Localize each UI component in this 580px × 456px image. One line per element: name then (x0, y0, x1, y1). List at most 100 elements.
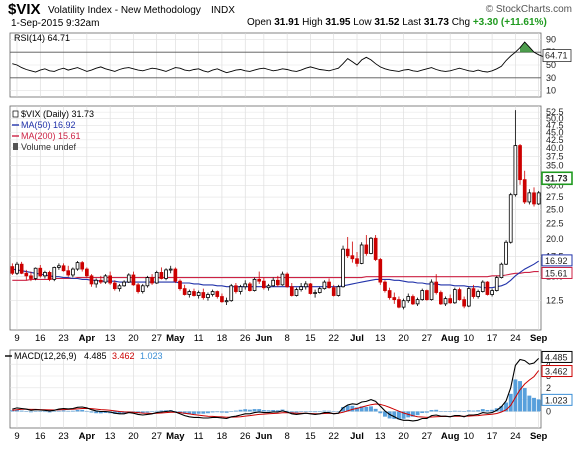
candle-body-87 (415, 299, 420, 305)
macd-histogram-bar-88 (420, 411, 425, 413)
macd-histogram-bar-103 (490, 409, 495, 412)
candle-body-38 (187, 291, 192, 295)
candle-body-67 (322, 281, 327, 290)
macd-histogram-bar-14 (75, 409, 80, 412)
macd-histogram-bar-15 (80, 409, 85, 412)
macd-x-label-4: 13 (105, 431, 116, 442)
price-tick-label-9: 35.0 (546, 160, 564, 170)
macd-histogram-bar-31 (154, 410, 159, 412)
candle-body-10 (57, 265, 61, 268)
last-label: Last (402, 17, 422, 28)
candle-body-56 (271, 279, 276, 287)
price-tick-label-14: 47.5 (546, 120, 564, 130)
low-label: Low (353, 17, 372, 28)
price-tick-label-12: 42.5 (546, 135, 564, 145)
rsi-overbought-fill-0 (520, 42, 534, 53)
high-label: High (302, 17, 323, 28)
macd-histogram-bar-83 (396, 411, 401, 420)
candle-body-105 (499, 263, 504, 279)
macd-x-label-21: 17 (487, 431, 498, 442)
candle-body-99 (471, 288, 476, 297)
candle-body-79 (378, 259, 383, 283)
candle-body-29 (145, 277, 150, 287)
macd-line (12, 358, 540, 422)
candle-body-26 (131, 274, 136, 286)
macd-histogram-bar-87 (415, 411, 420, 416)
price-last-box (541, 171, 573, 186)
macd-histogram-bar-30 (150, 411, 155, 412)
macd-x-label-9: 18 (217, 431, 228, 442)
price-x-label-15: Jul (350, 333, 364, 344)
macd-histogram-bar-74 (355, 407, 359, 412)
macd-x-label-1: 16 (35, 431, 46, 442)
price-x-label-4: 13 (105, 333, 116, 344)
price-x-label-20: 10 (464, 333, 475, 344)
macd-x-label-17: 20 (398, 431, 409, 442)
macd-x-label-10: 26 (240, 431, 251, 442)
candle-body-84 (401, 300, 406, 308)
macd-last-value: 4.485 (545, 352, 568, 362)
candle-body-44 (215, 291, 220, 297)
macd-histogram-bar-20 (103, 411, 108, 413)
candle-body-69 (331, 287, 336, 296)
candle-body-41 (201, 292, 206, 298)
price-x-label-7: May (166, 333, 185, 344)
price-tick-label-7: 30.0 (546, 181, 564, 191)
macd-last-box (541, 350, 573, 363)
signal-last-value: 3.462 (545, 367, 568, 377)
candle-body-81 (387, 290, 392, 298)
macd-x-label-7: May (166, 431, 185, 442)
price-legend-swatch-0 (12, 110, 19, 118)
candle-body-39 (192, 291, 196, 296)
macd-histogram-bar-101 (480, 409, 485, 412)
candle-body-106 (504, 241, 508, 265)
price-x-label-22: 24 (510, 333, 521, 344)
candle-body-108 (513, 145, 518, 196)
macd-histogram-bar-90 (429, 410, 434, 412)
candle-body-27 (136, 284, 140, 292)
macd-histogram-bar-107 (508, 393, 513, 412)
macd-histogram-bar-1 (15, 409, 19, 412)
macd-histogram-bar-109 (518, 381, 522, 412)
price-x-label-10: 26 (240, 333, 251, 344)
candle-body-53 (257, 278, 262, 282)
macd-histogram-bar-102 (485, 410, 490, 412)
candle-body-36 (178, 280, 182, 290)
candle-body-14 (75, 262, 80, 270)
macd-histogram-bar-17 (89, 411, 94, 413)
macd-histogram-bar-46 (224, 411, 229, 413)
price-x-label-13: 15 (305, 333, 316, 344)
macd-x-label-5: 20 (128, 431, 139, 442)
candle-body-5 (33, 267, 38, 279)
price-tick-label-0: 12.5 (546, 296, 564, 306)
price-x-label-6: 27 (151, 333, 162, 344)
rsi-tick-label-2: 50 (546, 60, 556, 70)
macd-tick-label-4: 4 (546, 359, 551, 369)
macd-histogram-bar-55 (266, 410, 271, 412)
macd-histogram-bar-99 (471, 410, 476, 412)
macd-histogram-bar-41 (201, 411, 206, 414)
candle-body-65 (313, 292, 317, 294)
candle-body-80 (383, 281, 387, 291)
macd-histogram-bar-10 (56, 410, 61, 412)
price-x-label-11: Jun (255, 333, 272, 344)
macd-x-label-14: 22 (328, 431, 339, 442)
macd-x-label-11: Jun (255, 431, 272, 442)
macd-histogram-bar-75 (359, 406, 364, 412)
candle-body-78 (373, 237, 378, 260)
macd-histogram-bar-28 (140, 411, 145, 414)
price-x-label-18: 27 (422, 333, 433, 344)
macd-histogram-bar-110 (522, 388, 527, 412)
macd-histogram-bar-108 (513, 379, 518, 412)
price-x-label-1: 16 (35, 333, 46, 344)
price-last-value: 31.73 (545, 173, 568, 183)
rsi-tick-label-4: 10 (546, 86, 556, 96)
macd-histogram-bar-62 (299, 411, 304, 412)
candle-body-55 (266, 285, 271, 289)
macd-histogram-bar-71 (341, 407, 345, 412)
ma200-legend: MA(200) 15.61 (21, 131, 81, 141)
macd-histogram-bar-113 (536, 399, 541, 412)
macd-histogram-bar-106 (504, 402, 509, 412)
candle-body-88 (420, 290, 425, 301)
